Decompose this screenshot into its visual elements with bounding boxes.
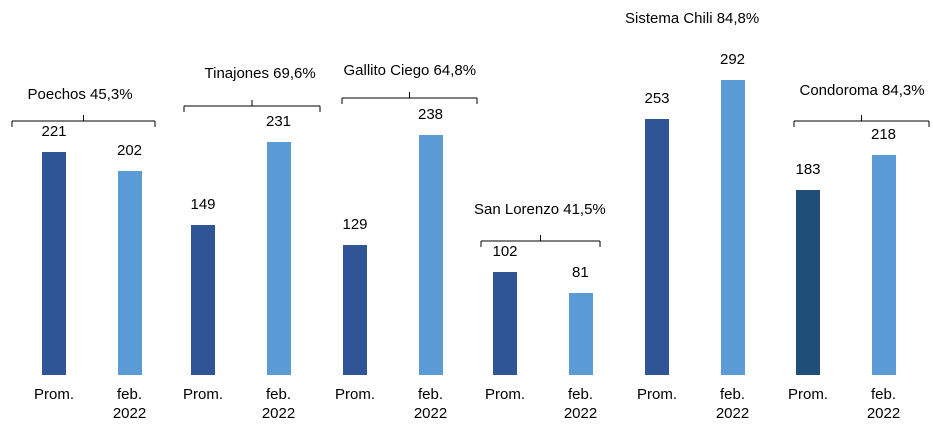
data-label: 253	[644, 90, 670, 108]
bar	[796, 190, 820, 375]
x-tick-label: feb. 2022	[261, 386, 296, 422]
x-tick-label: feb. 2022	[413, 386, 448, 422]
x-tick-label: Prom.	[636, 386, 677, 403]
data-label: 218	[871, 125, 897, 143]
group-label: Sistema Chili 84,8%	[625, 10, 760, 27]
x-tick-label: Prom.	[33, 386, 74, 403]
data-label: 102	[492, 242, 518, 260]
x-tick-label: feb. 2022	[866, 386, 901, 422]
data-label: 129	[342, 215, 368, 233]
bar	[117, 170, 142, 375]
bar	[191, 224, 215, 375]
bar	[645, 119, 669, 375]
bar	[343, 244, 367, 375]
bar	[42, 151, 66, 375]
x-tick-label: Prom.	[787, 386, 828, 403]
data-label: 81	[572, 264, 589, 282]
data-label: 221	[41, 122, 67, 140]
group-label: Condoroma 84,3%	[799, 82, 925, 99]
x-tick-label: feb. 2022	[112, 386, 147, 422]
bar	[418, 134, 443, 375]
group-label: Tinajones 69,6%	[204, 65, 316, 82]
group-label: San Lorenzo 41,5%	[474, 201, 606, 218]
bar	[568, 293, 593, 375]
group-label: Gallito Ciego 64,8%	[343, 62, 477, 79]
data-label: 292	[720, 51, 746, 69]
x-tick-label: Prom.	[182, 386, 223, 403]
x-tick-label: feb. 2022	[563, 386, 598, 422]
data-label: 149	[190, 195, 216, 213]
x-tick-label: feb. 2022	[715, 386, 750, 422]
data-label: 202	[117, 141, 143, 159]
group-label: Poechos 45,3%	[27, 86, 133, 103]
bar	[266, 141, 291, 375]
data-label: 238	[418, 105, 444, 123]
x-tick-label: Prom.	[484, 386, 525, 403]
bar	[720, 80, 745, 375]
bar	[493, 271, 517, 375]
data-label: 183	[795, 161, 821, 179]
data-label: 231	[266, 112, 292, 130]
bar	[871, 154, 896, 375]
x-tick-label: Prom.	[334, 386, 375, 403]
